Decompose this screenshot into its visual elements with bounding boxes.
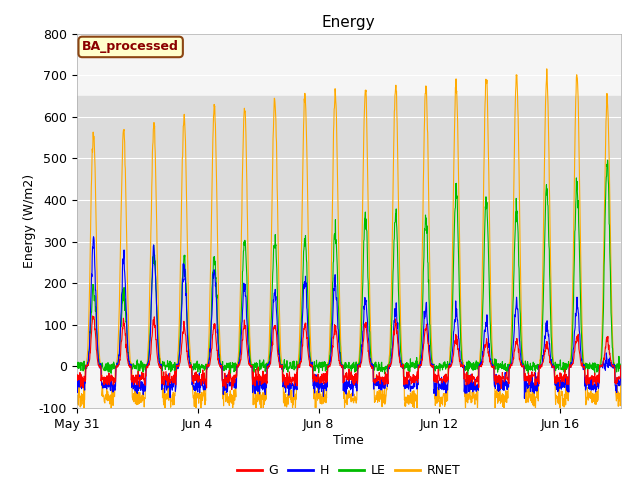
Bar <box>77 96 621 366</box>
X-axis label: Time: Time <box>333 433 364 446</box>
Y-axis label: Energy (W/m2): Energy (W/m2) <box>23 174 36 268</box>
Text: BA_processed: BA_processed <box>82 40 179 53</box>
Title: Energy: Energy <box>322 15 376 30</box>
Legend: G, H, LE, RNET: G, H, LE, RNET <box>232 459 465 480</box>
